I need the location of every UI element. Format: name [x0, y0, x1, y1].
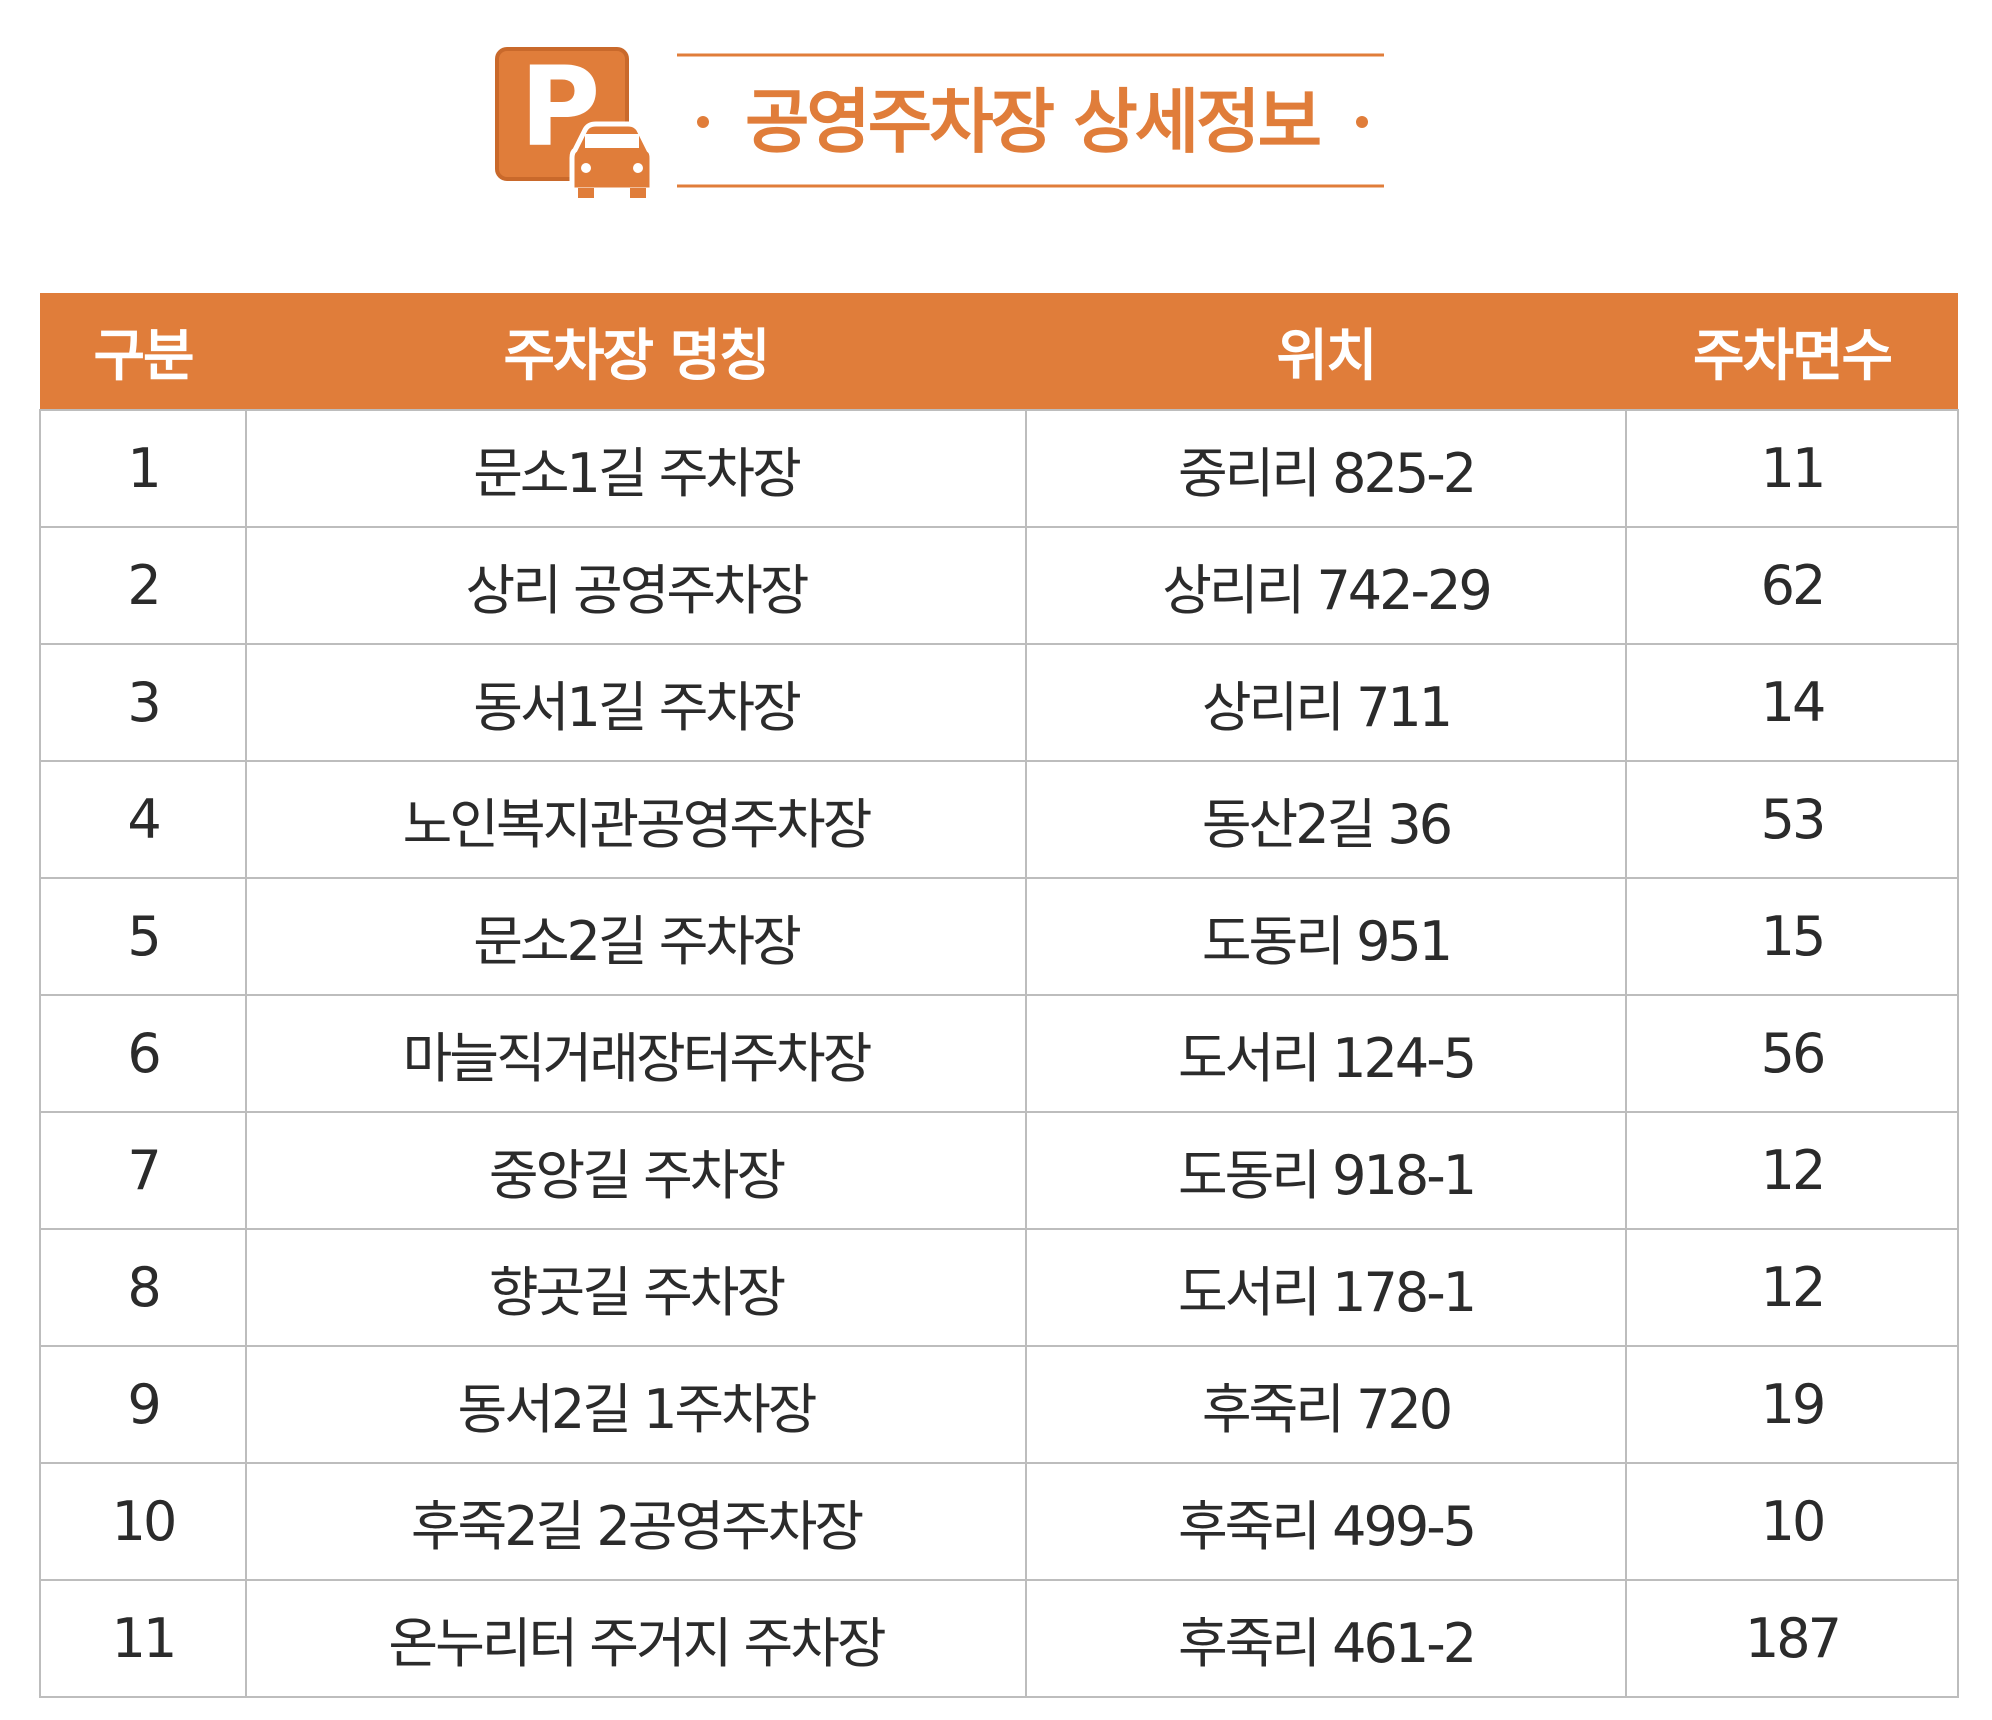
- table-row: 3 동서1길 주차장 상리리 711 14: [39, 643, 1959, 762]
- table-body: 1 문소1길 주차장 중리리 825-2 11 2 상리 공영주차장 상리리 742-29 6…: [39, 409, 1959, 1698]
- table-cell: 11: [1625, 409, 1959, 528]
- table-row: 8 향곳길 주차장 도서리 178-1 12: [39, 1228, 1959, 1347]
- table-cell: 후죽리 720: [1025, 1345, 1627, 1464]
- table-cell: 상리리 742-29: [1025, 526, 1627, 645]
- column-header: 위치: [1026, 293, 1626, 410]
- table-cell: 동서2길 1주차장: [245, 1345, 1027, 1464]
- table-cell: 4: [39, 760, 247, 879]
- table-row: 9 동서2길 1주차장 후죽리 720 19: [39, 1345, 1959, 1464]
- table-cell: 15: [1625, 877, 1959, 996]
- table-row: 1 문소1길 주차장 중리리 825-2 11: [39, 409, 1959, 528]
- table-cell: 9: [39, 1345, 247, 1464]
- table-cell: 마늘직거래장터주차장: [245, 994, 1027, 1113]
- table-cell: 상리리 711: [1025, 643, 1627, 762]
- table-cell: 19: [1625, 1345, 1959, 1464]
- table-cell: 상리 공영주차장: [245, 526, 1027, 645]
- table-cell: 후죽2길 2공영주차장: [245, 1462, 1027, 1581]
- table-row: 10 후죽2길 2공영주차장 후죽리 499-5 10: [39, 1462, 1959, 1581]
- table-cell: 동서1길 주차장: [245, 643, 1027, 762]
- table-cell: 도동리 951: [1025, 877, 1627, 996]
- table-cell: 1: [39, 409, 247, 528]
- table-cell: 중리리 825-2: [1025, 409, 1627, 528]
- table-cell: 노인복지관공영주차장: [245, 760, 1027, 879]
- table-cell: 온누리터 주거지 주차장: [245, 1579, 1027, 1698]
- table-cell: 후죽리 499-5: [1025, 1462, 1627, 1581]
- table-cell: 도서리 124-5: [1025, 994, 1627, 1113]
- table-cell: 53: [1625, 760, 1959, 879]
- parking-table: 구분 주차장 명칭 위치 주차면수 1 문소1길 주차장 중리리 825-2 11 2 상리 공…: [39, 293, 1959, 1698]
- table-cell: 중앙길 주차장: [245, 1111, 1027, 1230]
- table-cell: 12: [1625, 1111, 1959, 1230]
- table-row: 4 노인복지관공영주차장 동산2길 36 53: [39, 760, 1959, 879]
- column-header: 주차면수: [1626, 293, 1958, 410]
- table-cell: 6: [39, 994, 247, 1113]
- table-row: 5 문소2길 주차장 도동리 951 15: [39, 877, 1959, 996]
- column-header: 주차장 명칭: [246, 293, 1026, 410]
- table-cell: 62: [1625, 526, 1959, 645]
- table-cell: 187: [1625, 1579, 1959, 1698]
- title-dot: [1356, 116, 1368, 128]
- table-cell: 문소1길 주차장: [245, 409, 1027, 528]
- table-cell: 도동리 918-1: [1025, 1111, 1627, 1230]
- table-cell: 56: [1625, 994, 1959, 1113]
- table-cell: 동산2길 36: [1025, 760, 1627, 879]
- table-cell: 2: [39, 526, 247, 645]
- table-cell: 문소2길 주차장: [245, 877, 1027, 996]
- table-cell: 10: [39, 1462, 247, 1581]
- car-icon: [569, 121, 655, 198]
- header: P 공영주차장 상세정보: [495, 43, 1384, 198]
- table-cell: 3: [39, 643, 247, 762]
- table-cell: 도서리 178-1: [1025, 1228, 1627, 1347]
- title-dot: [697, 116, 709, 128]
- table-row: 2 상리 공영주차장 상리리 742-29 62: [39, 526, 1959, 645]
- table-row: 7 중앙길 주차장 도동리 918-1 12: [39, 1111, 1959, 1230]
- table-row: 6 마늘직거래장터주차장 도서리 124-5 56: [39, 994, 1959, 1113]
- table-cell: 7: [39, 1111, 247, 1230]
- table-cell: 12: [1625, 1228, 1959, 1347]
- table-cell: 14: [1625, 643, 1959, 762]
- table-cell: 향곳길 주차장: [245, 1228, 1027, 1347]
- table-cell: 10: [1625, 1462, 1959, 1581]
- table-cell: 5: [39, 877, 247, 996]
- table-cell: 8: [39, 1228, 247, 1347]
- table-cell: 11: [39, 1579, 247, 1698]
- table-cell: 후죽리 461-2: [1025, 1579, 1627, 1698]
- title: 공영주차장 상세정보: [745, 81, 1320, 163]
- column-header: 구분: [40, 293, 246, 410]
- table-row: 11 온누리터 주거지 주차장 후죽리 461-2 187: [39, 1579, 1959, 1698]
- header-row: 구분 주차장 명칭 위치 주차면수: [40, 293, 1958, 410]
